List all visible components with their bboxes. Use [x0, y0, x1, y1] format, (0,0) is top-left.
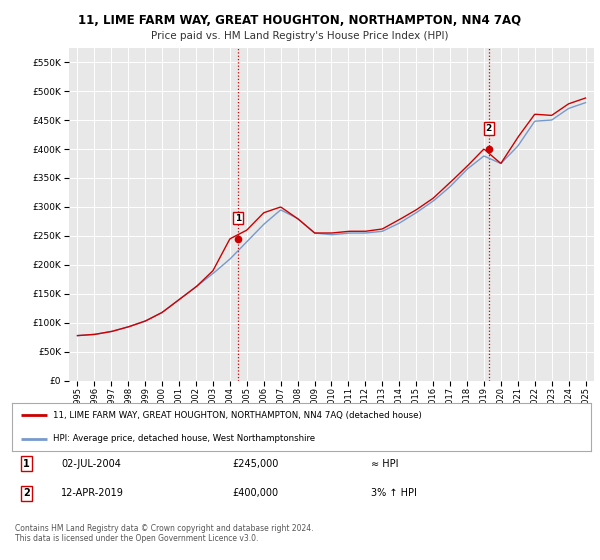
Text: 2: 2 — [23, 488, 30, 498]
Text: ≈ HPI: ≈ HPI — [371, 459, 398, 469]
Text: Contains HM Land Registry data © Crown copyright and database right 2024.
This d: Contains HM Land Registry data © Crown c… — [15, 524, 314, 543]
Text: 11, LIME FARM WAY, GREAT HOUGHTON, NORTHAMPTON, NN4 7AQ: 11, LIME FARM WAY, GREAT HOUGHTON, NORTH… — [79, 14, 521, 27]
Text: 11, LIME FARM WAY, GREAT HOUGHTON, NORTHAMPTON, NN4 7AQ (detached house): 11, LIME FARM WAY, GREAT HOUGHTON, NORTH… — [53, 410, 421, 419]
Text: 1: 1 — [235, 213, 241, 223]
Text: Price paid vs. HM Land Registry's House Price Index (HPI): Price paid vs. HM Land Registry's House … — [151, 31, 449, 41]
Text: £245,000: £245,000 — [232, 459, 278, 469]
Text: 1: 1 — [23, 459, 30, 469]
Text: 12-APR-2019: 12-APR-2019 — [61, 488, 124, 498]
Text: £400,000: £400,000 — [232, 488, 278, 498]
Text: 2: 2 — [485, 124, 492, 133]
Text: 02-JUL-2004: 02-JUL-2004 — [61, 459, 121, 469]
Text: 3% ↑ HPI: 3% ↑ HPI — [371, 488, 417, 498]
Text: HPI: Average price, detached house, West Northamptonshire: HPI: Average price, detached house, West… — [53, 435, 314, 444]
